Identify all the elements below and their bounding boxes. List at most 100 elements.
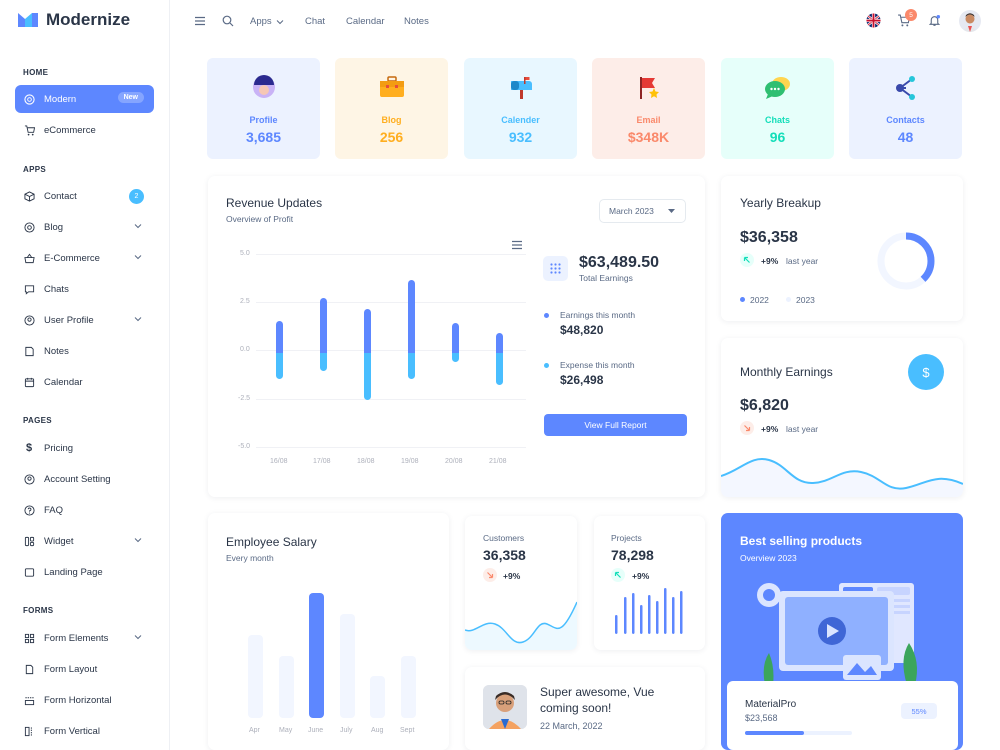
- view-full-report-button[interactable]: View Full Report: [544, 414, 687, 436]
- sidebar-item-form-vertical[interactable]: Form Vertical: [15, 717, 154, 745]
- sidebar-item-pricing[interactable]: $ Pricing: [15, 434, 154, 462]
- customers-title: Customers: [483, 533, 525, 543]
- sidebar-item-modern[interactable]: Modern New: [15, 85, 154, 113]
- sidebar-item-label: Form Layout: [44, 663, 98, 675]
- uk-flag-icon[interactable]: [866, 13, 881, 28]
- sidebar-item-widget[interactable]: Widget: [15, 527, 154, 555]
- revenue-bar-earnings: [320, 297, 327, 353]
- menu-icon[interactable]: [194, 15, 206, 27]
- mini-bar: [680, 591, 683, 634]
- x-tick-label: 18/08: [357, 458, 375, 465]
- sidebar-item-label: Form Horizontal: [44, 694, 112, 706]
- revenue-title: Revenue Updates: [226, 196, 323, 210]
- expense-value: $26,498: [560, 373, 604, 387]
- x-tick-label: 19/08: [401, 458, 419, 465]
- stat-card-profile[interactable]: Profile 3,685: [207, 58, 320, 159]
- sidebar-item-faq[interactable]: FAQ: [15, 496, 154, 524]
- product-name: MaterialPro: [745, 699, 797, 710]
- contact-count-badge: 2: [129, 189, 144, 204]
- sidebar-item-label: Modern: [44, 93, 77, 105]
- yearly-value: $36,358: [740, 229, 798, 246]
- stat-card-blog[interactable]: Blog 256: [335, 58, 448, 159]
- sidebar-item-chats[interactable]: Chats: [15, 275, 154, 303]
- stat-card-contacts[interactable]: Contacts 48: [849, 58, 962, 159]
- sidebar-item-form-horizontal[interactable]: Form Horizontal: [15, 686, 154, 714]
- yearly-breakup-card: [721, 176, 963, 321]
- stat-value: 48: [897, 129, 914, 145]
- sidebar-item-contact[interactable]: Contact 2: [15, 182, 154, 210]
- y-tick-label: 2.5: [240, 298, 250, 305]
- search-icon[interactable]: [222, 15, 234, 27]
- grid-dots-icon: [543, 256, 568, 281]
- sidebar-item-account-setting[interactable]: Account Setting: [15, 465, 154, 493]
- salary-bar: [278, 655, 294, 718]
- sidebar-item-blog[interactable]: Blog: [15, 213, 154, 241]
- flag-icon: [592, 75, 705, 101]
- top-link-apps[interactable]: Apps: [250, 16, 272, 27]
- stat-card-email[interactable]: Email $348K: [592, 58, 705, 159]
- revenue-bar-expense: [408, 353, 415, 380]
- sidebar-item-user-profile[interactable]: User Profile: [15, 306, 154, 334]
- x-tick-label: July: [340, 727, 353, 734]
- notes-icon: [23, 345, 35, 357]
- stat-value: $348K: [627, 129, 670, 145]
- layout-icon: [23, 535, 35, 547]
- revenue-bar-earnings: [364, 309, 371, 353]
- customers-pct: +9%: [503, 571, 521, 581]
- revenue-bar-expense: [364, 353, 371, 401]
- user-avatar[interactable]: [959, 10, 981, 32]
- mini-bar: [632, 593, 635, 634]
- legend-dot-2023: [786, 297, 791, 302]
- monthly-value: $6,820: [740, 397, 789, 414]
- sidebar-item-notes[interactable]: Notes: [15, 337, 154, 365]
- grid-line: [256, 254, 526, 255]
- brand-logo[interactable]: Modernize: [16, 10, 130, 30]
- aperture-icon: [23, 93, 35, 105]
- month-select[interactable]: March 2023: [599, 199, 686, 223]
- stat-label: Contacts: [886, 115, 925, 125]
- salary-bar: [370, 676, 385, 718]
- sidebar-item-form-layout[interactable]: Form Layout: [15, 655, 154, 683]
- top-link-chat[interactable]: Chat: [305, 16, 326, 27]
- grid-line: [256, 447, 526, 448]
- apps-icon: [23, 632, 35, 644]
- sidebar-item-label: Form Elements: [44, 632, 109, 644]
- arrow-up-left-icon: [611, 568, 625, 582]
- stat-label: Profile: [249, 115, 278, 125]
- chart-menu-icon[interactable]: [511, 240, 523, 250]
- yearly-title: Yearly Breakup: [740, 196, 821, 210]
- product-progress-badge: 55%: [901, 703, 937, 719]
- sidebar-item-e-commerce[interactable]: E-Commerce: [15, 244, 154, 272]
- bestselling-title: Best selling products: [740, 534, 863, 548]
- mailbox-icon: [464, 75, 577, 101]
- sidebar-item-calendar[interactable]: Calendar: [15, 368, 154, 396]
- monthly-period: last year: [786, 424, 819, 434]
- top-link-calendar[interactable]: Calendar: [346, 16, 385, 27]
- revenue-bar-expense: [496, 353, 503, 385]
- salary-subtitle: Every month: [226, 553, 274, 563]
- stat-card-chats[interactable]: Chats 96: [721, 58, 834, 159]
- nav-section-pages: PAGES: [23, 416, 52, 425]
- stat-value: 3,685: [245, 129, 282, 145]
- sidebar-item-form-elements[interactable]: Form Elements: [15, 624, 154, 652]
- stat-value: 932: [508, 129, 533, 145]
- grid-line: [256, 399, 526, 400]
- sidebar-item-ecommerce[interactable]: eCommerce: [15, 116, 154, 144]
- revenue-bar-earnings: [408, 280, 415, 353]
- nav-section-home: HOME: [23, 68, 49, 77]
- new-badge: New: [117, 92, 144, 103]
- grid-line: [256, 350, 526, 351]
- stat-card-calender[interactable]: Calender 932: [464, 58, 577, 159]
- sidebar-item-landing-page[interactable]: Landing Page: [15, 558, 154, 586]
- bestselling-subtitle: Overview 2023: [740, 553, 797, 563]
- legend-2022: 2022: [750, 295, 769, 305]
- x-tick-label: 20/08: [445, 458, 463, 465]
- user-circle-icon: [23, 314, 35, 326]
- total-earnings-label: Total Earnings: [579, 273, 633, 283]
- bell-icon[interactable]: [928, 14, 941, 27]
- chevron-down-icon: [134, 633, 142, 644]
- top-link-notes[interactable]: Notes: [404, 16, 429, 27]
- sidebar-item-label: Notes: [44, 345, 69, 357]
- mini-bar: [640, 605, 643, 634]
- month-select-value: March 2023: [609, 206, 654, 216]
